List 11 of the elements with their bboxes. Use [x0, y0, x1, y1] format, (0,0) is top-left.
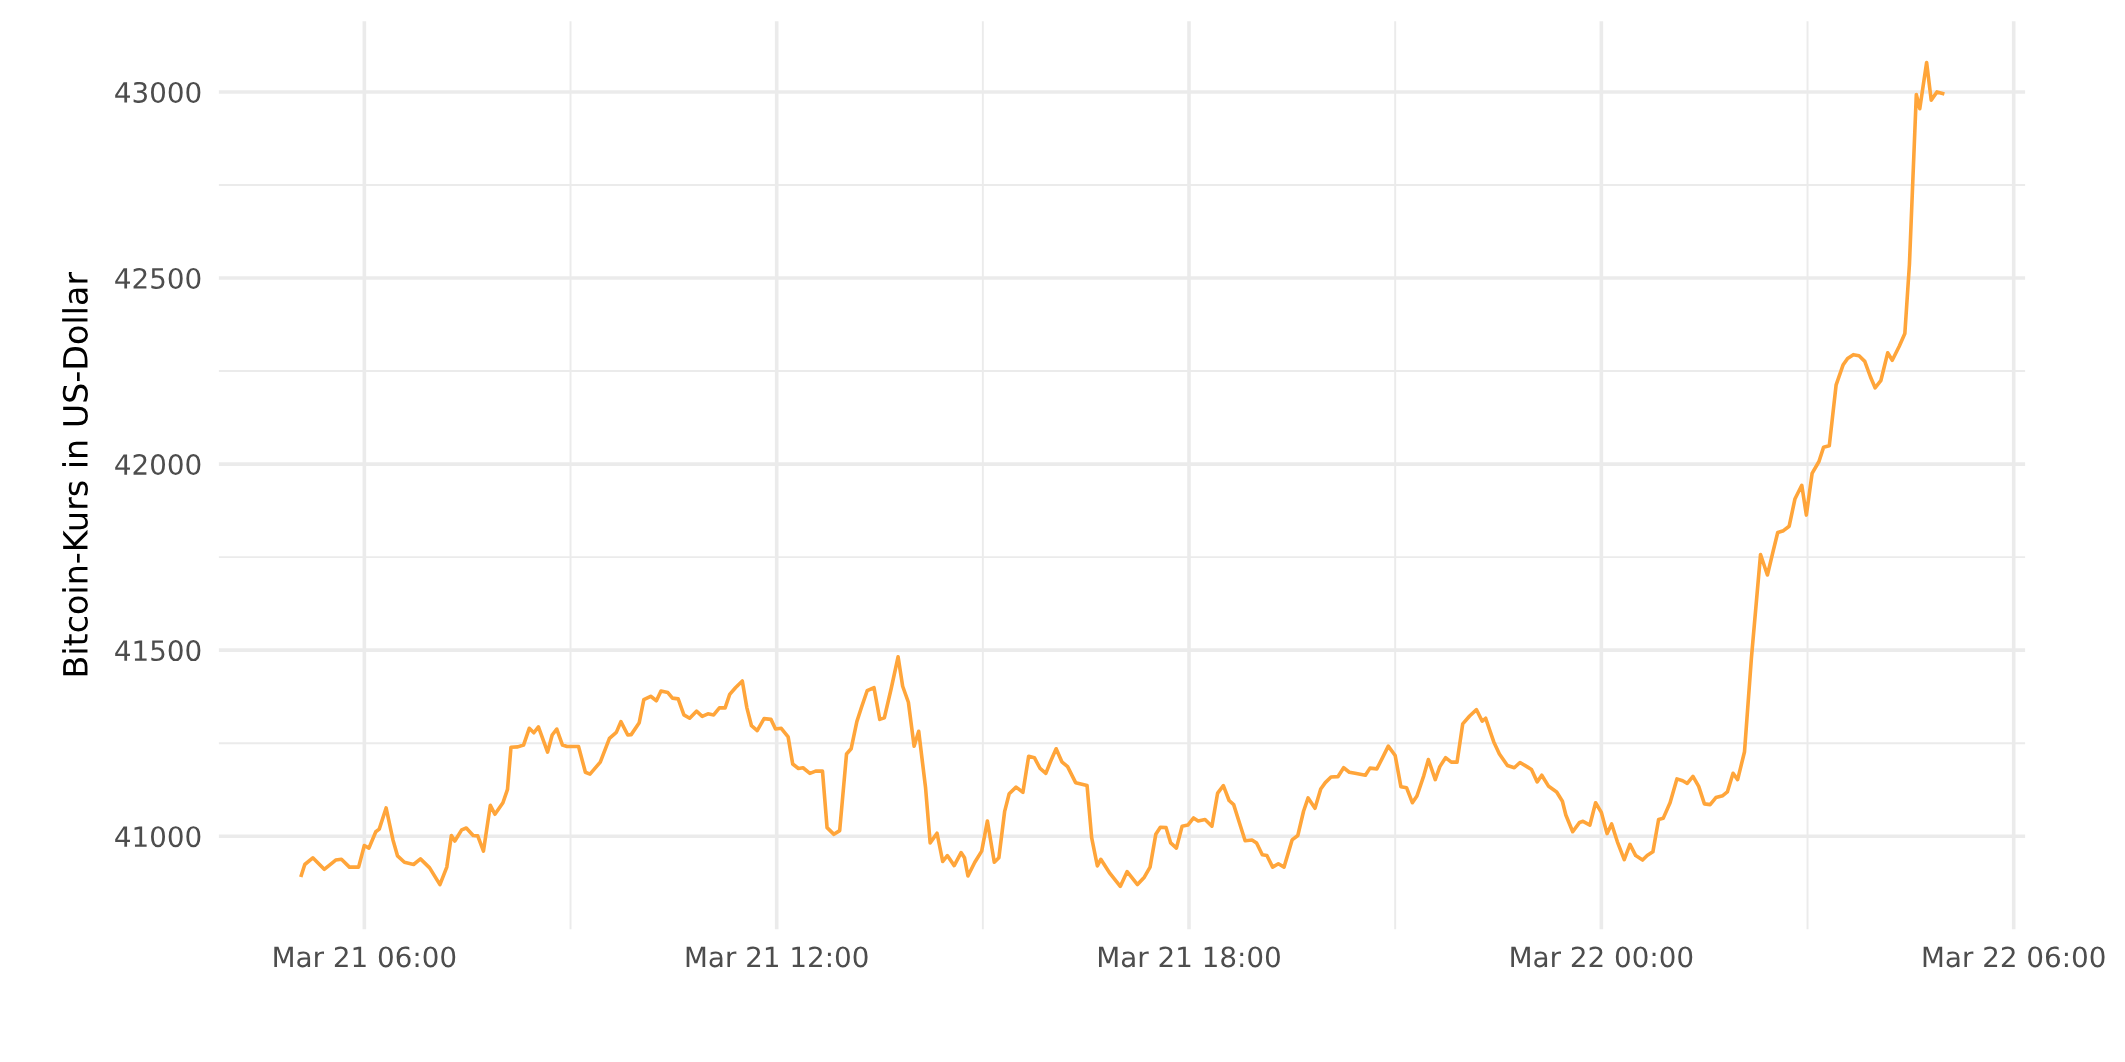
x-tick-label: Mar 22 00:00 — [1511, 946, 1693, 968]
x-tick-label: Mar 21 06:00 — [274, 946, 456, 968]
y-tick-label: 42000 — [115, 454, 201, 476]
y-tick-label: 41000 — [115, 826, 201, 848]
x-tick-label: Mar 21 12:00 — [686, 946, 868, 968]
x-tick-label: Mar 22 06:00 — [1923, 946, 2105, 968]
y-tick-label: 43000 — [115, 81, 201, 103]
y-axis-title: Bitcoin-Kurs in US-Dollar — [62, 271, 88, 676]
y-tick-label: 42500 — [115, 267, 201, 289]
y-tick-label: 41500 — [115, 640, 201, 662]
x-tick-label: Mar 21 18:00 — [1099, 946, 1280, 968]
